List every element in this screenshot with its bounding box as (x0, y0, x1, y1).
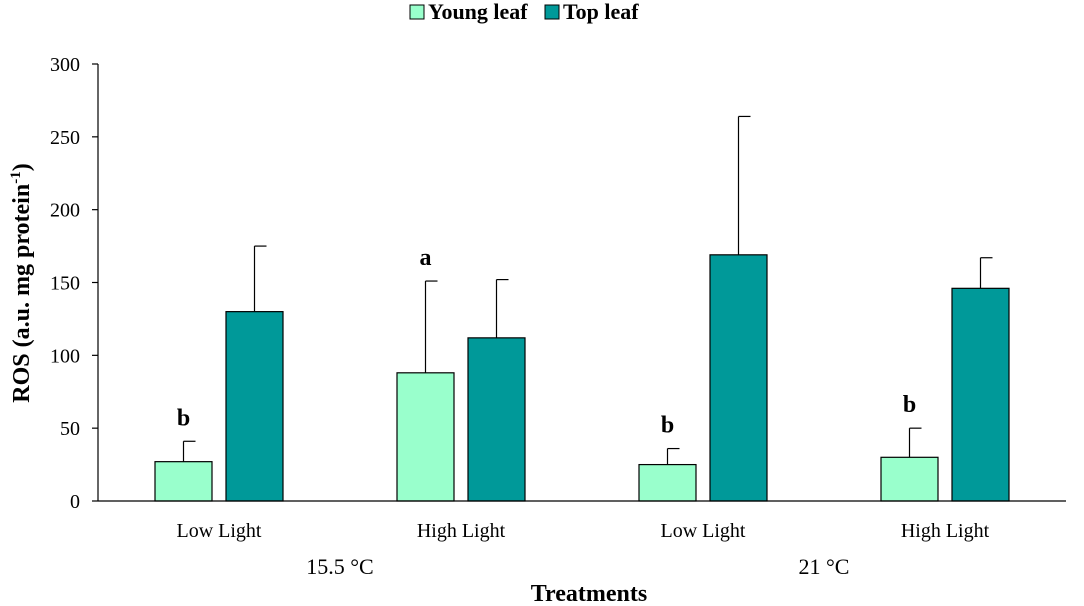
significance-label: b (903, 392, 916, 418)
x-tick-label: High Light (417, 520, 506, 542)
y-axis: 0 50 100 150 200 250 300 (50, 54, 99, 513)
bar (951, 287, 1010, 502)
bars: b a b b (154, 115, 1010, 502)
group-label: 15.5 °C (306, 554, 373, 579)
bar (709, 254, 768, 502)
x-axis: Low Light High Light Low Light High Light 15… (98, 500, 1066, 579)
bar (467, 337, 526, 502)
y-tick-label: 250 (50, 127, 80, 149)
y-tick-label: 150 (50, 273, 80, 295)
legend-label: Top leaf (563, 0, 639, 24)
bar (225, 311, 284, 502)
group-label: 21 °C (799, 554, 850, 579)
legend: Young leaf Top leaf (409, 0, 639, 24)
x-axis-title: Treatments (531, 581, 647, 606)
y-tick-label: 100 (50, 345, 80, 367)
y-tick-label: 0 (70, 491, 80, 513)
significance-label: b (177, 405, 190, 431)
bar (154, 461, 213, 502)
y-tick-label: 50 (60, 418, 80, 440)
significance-label: b (661, 413, 674, 439)
bar (638, 463, 697, 502)
x-tick-label: Low Light (661, 520, 746, 542)
y-axis-title-close: ) (9, 163, 35, 171)
y-axis-title: ROS (a.u. mg protein-1) (8, 163, 35, 402)
y-tick-label: 300 (50, 54, 80, 76)
legend-swatch (409, 4, 425, 20)
y-axis-title-text: ROS (a.u. mg protein (9, 184, 35, 403)
legend-label: Young leaf (428, 0, 528, 24)
y-tick-label: 200 (50, 200, 80, 222)
x-tick-label: Low Light (177, 520, 262, 542)
bar (880, 456, 939, 502)
significance-label: a (420, 245, 432, 271)
y-axis-title-superscript: -1 (8, 171, 24, 184)
x-tick-label: High Light (901, 520, 990, 542)
bar (396, 372, 455, 502)
legend-swatch (544, 4, 560, 20)
